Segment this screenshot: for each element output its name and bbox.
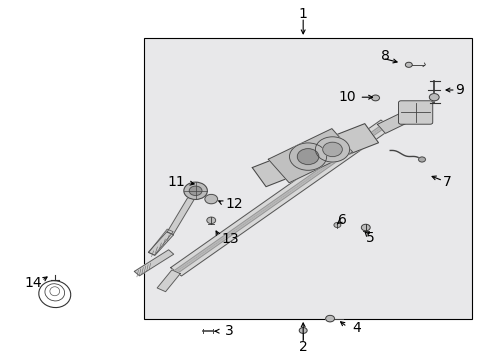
- Text: 3: 3: [224, 324, 233, 338]
- Text: 4: 4: [351, 321, 360, 334]
- Polygon shape: [157, 270, 180, 292]
- Polygon shape: [167, 190, 198, 234]
- Circle shape: [189, 186, 202, 195]
- Text: 9: 9: [454, 83, 463, 97]
- Circle shape: [299, 328, 306, 333]
- Polygon shape: [134, 250, 173, 276]
- Text: 11: 11: [167, 175, 184, 189]
- Text: 5: 5: [366, 231, 374, 244]
- Bar: [144, 38, 471, 319]
- Circle shape: [361, 224, 369, 231]
- Circle shape: [405, 62, 411, 67]
- Text: 2: 2: [298, 341, 307, 354]
- Text: 6: 6: [337, 213, 346, 226]
- Polygon shape: [377, 108, 419, 134]
- Polygon shape: [148, 232, 173, 255]
- Text: 7: 7: [442, 175, 451, 189]
- Circle shape: [428, 94, 438, 101]
- Circle shape: [315, 137, 349, 162]
- Circle shape: [418, 157, 425, 162]
- Polygon shape: [174, 123, 387, 273]
- Circle shape: [322, 142, 342, 157]
- Text: 14: 14: [24, 276, 42, 289]
- Polygon shape: [252, 123, 378, 187]
- Circle shape: [371, 95, 379, 101]
- Circle shape: [183, 182, 207, 199]
- Circle shape: [289, 143, 326, 170]
- Polygon shape: [268, 129, 352, 183]
- Circle shape: [204, 194, 217, 204]
- Circle shape: [206, 217, 215, 224]
- Circle shape: [333, 222, 340, 228]
- Text: 1: 1: [298, 8, 307, 21]
- Text: 12: 12: [225, 198, 243, 211]
- Polygon shape: [148, 229, 173, 255]
- Circle shape: [325, 315, 334, 322]
- Text: 13: 13: [221, 233, 239, 246]
- FancyBboxPatch shape: [398, 101, 432, 124]
- Polygon shape: [170, 120, 391, 276]
- Circle shape: [297, 149, 318, 165]
- Text: 8: 8: [380, 49, 389, 63]
- Text: 10: 10: [338, 90, 355, 104]
